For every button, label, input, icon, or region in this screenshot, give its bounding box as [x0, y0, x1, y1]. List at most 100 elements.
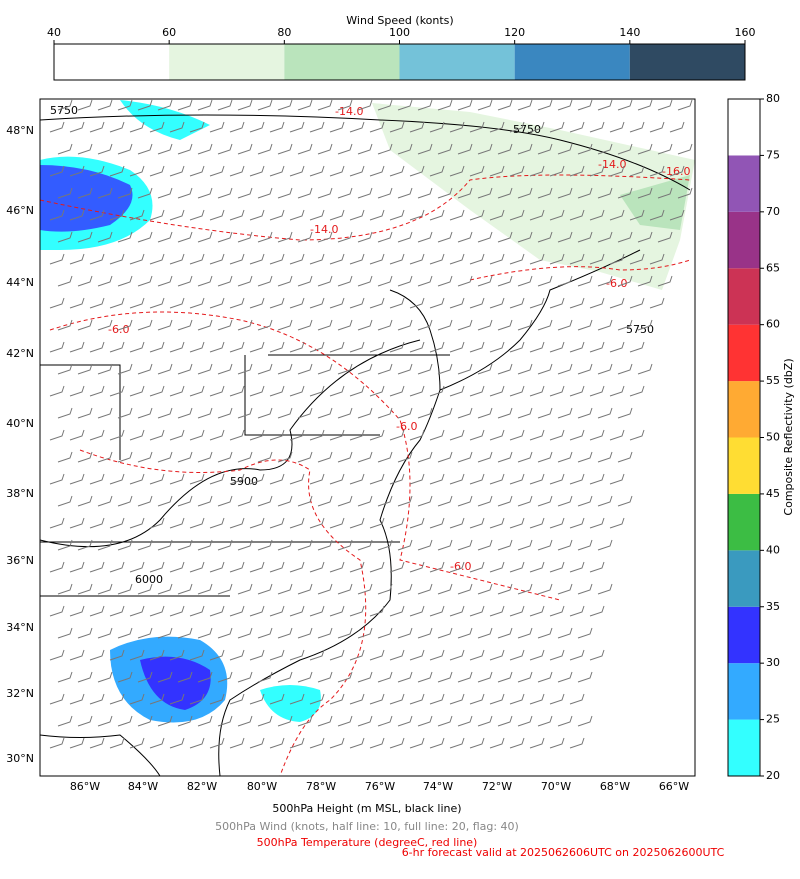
wind-barb: [189, 385, 205, 397]
wind-barb: [457, 451, 473, 463]
wind-barb: [577, 363, 593, 375]
wind-barb: [477, 715, 493, 727]
wind-barb: [477, 363, 493, 375]
wind-barb: [437, 143, 453, 155]
wind-barb: [349, 297, 365, 309]
wind-barb: [477, 143, 493, 155]
lon-label: 86°W: [70, 780, 100, 793]
wind-barb: [49, 473, 65, 485]
wind-barb: [517, 143, 533, 155]
wind-barb: [377, 99, 393, 111]
wind-barb: [529, 561, 545, 573]
wind-barb: [217, 583, 233, 595]
wind-barb: [97, 275, 113, 287]
wind-barb: [217, 407, 233, 419]
wind-barb: [449, 429, 465, 441]
wind-barb: [589, 385, 605, 397]
wind-barb: [77, 583, 93, 595]
wind-barb: [469, 253, 485, 265]
wind-barb: [477, 671, 493, 683]
wind-barb: [517, 539, 533, 551]
wind-barb: [389, 341, 405, 353]
wind-barb: [269, 121, 285, 133]
wind-barb: [269, 209, 285, 221]
temperature-contours: [39, 174, 691, 777]
wind-barb: [449, 385, 465, 397]
wind-barb: [429, 341, 445, 353]
wind-barb: [189, 737, 205, 749]
wind-barb: [377, 319, 393, 331]
wind-barb: [509, 737, 525, 749]
wind-barb: [617, 187, 633, 199]
wind-barb: [449, 693, 465, 705]
wind-barb: [297, 583, 313, 595]
wind-barb: [109, 737, 125, 749]
wind-barb: [509, 297, 525, 309]
wind-barb: [657, 143, 673, 155]
wind-barb: [629, 385, 645, 397]
wind-barb: [289, 341, 305, 353]
wind-barb: [169, 429, 185, 441]
wind-barb: [417, 407, 433, 419]
wind-barb: [629, 429, 645, 441]
wind-barb: [217, 231, 233, 243]
wind-barb: [457, 99, 473, 111]
wind-barb: [469, 297, 485, 309]
wind-barb: [569, 253, 585, 265]
wind-barb: [249, 385, 265, 397]
wind-tick-label: 120: [504, 26, 525, 39]
wind-barb: [437, 231, 453, 243]
wind-barb: [477, 275, 493, 287]
wind-barb: [69, 561, 85, 573]
wind-barb: [677, 143, 693, 155]
wind-barb: [629, 165, 645, 177]
wind-barb: [309, 165, 325, 177]
wind-barb: [329, 693, 345, 705]
wind-barb: [349, 209, 365, 221]
wind-barb: [229, 649, 245, 661]
wind-barb: [197, 715, 213, 727]
wind-barb: [337, 407, 353, 419]
wind-barb: [289, 209, 305, 221]
wind-barb: [509, 121, 525, 133]
caption-temperature: 500hPa Temperature (degreeC, red line): [257, 836, 478, 849]
wind-barb: [249, 121, 265, 133]
wind-barb: [469, 649, 485, 661]
wind-barb: [129, 165, 145, 177]
wind-barb: [209, 605, 225, 617]
caption-valid: 6-hr forecast valid at 2025062606UTC on …: [402, 846, 725, 859]
wind-barb: [189, 253, 205, 265]
wind-barb: [589, 121, 605, 133]
wind-barb: [309, 297, 325, 309]
wind-barb: [557, 363, 573, 375]
wind-barb: [129, 517, 145, 529]
contour-label: -6.0: [396, 420, 417, 433]
wind-barb: [649, 209, 665, 221]
wind-barb: [317, 539, 333, 551]
wind-barb: [457, 407, 473, 419]
wind-barb: [389, 253, 405, 265]
wind-barb: [257, 715, 273, 727]
wind-barb: [89, 297, 105, 309]
reflectivity-tick-label: 25: [766, 713, 780, 726]
wind-barb: [597, 99, 613, 111]
wind-barb: [397, 231, 413, 243]
wind-barb: [429, 693, 445, 705]
wind-barb: [569, 341, 585, 353]
wind-tick-label: 140: [619, 26, 640, 39]
wind-barb: [489, 693, 505, 705]
wind-barb: [617, 275, 633, 287]
wind-barb: [209, 649, 225, 661]
wind-barb: [489, 253, 505, 265]
wind-barb: [309, 737, 325, 749]
lat-label: 40°N: [6, 417, 34, 430]
wind-barb: [417, 275, 433, 287]
wind-barb: [577, 275, 593, 287]
wind-barb: [609, 209, 625, 221]
wind-barb: [89, 693, 105, 705]
wind-barb: [417, 319, 433, 331]
wind-barb: [489, 209, 505, 221]
wind-barb: [537, 231, 553, 243]
wind-barb: [149, 561, 165, 573]
wind-barb: [629, 297, 645, 309]
